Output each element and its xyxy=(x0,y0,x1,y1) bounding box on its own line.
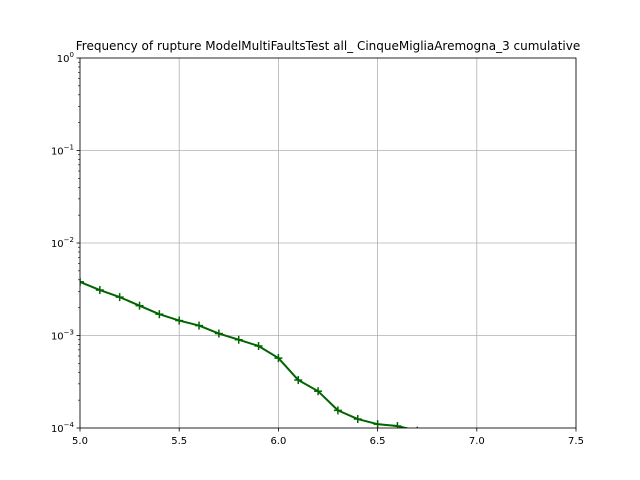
y-tick-base: 10 xyxy=(51,424,64,435)
y-tick-exponent: −3 xyxy=(64,329,74,337)
y-tick-exponent: −2 xyxy=(64,236,74,244)
data-point xyxy=(274,354,283,363)
y-tick-exponent: −4 xyxy=(64,421,75,429)
x-tick-label: 5.0 xyxy=(72,436,88,447)
data-point xyxy=(393,422,402,428)
y-tick-base: 10 xyxy=(51,239,64,250)
data-point xyxy=(314,387,323,396)
y-tick-label: 10−2 xyxy=(51,236,74,250)
y-tick-base: 10 xyxy=(51,332,64,343)
x-tick-label: 6.5 xyxy=(370,436,386,447)
y-tick-base: 10 xyxy=(57,54,70,65)
x-tick-label: 6.0 xyxy=(270,436,286,447)
data-point xyxy=(254,341,263,350)
y-tick-label: 10−4 xyxy=(51,421,75,435)
y-tick-label: 10−1 xyxy=(51,144,74,158)
series-line xyxy=(80,280,411,428)
data-point xyxy=(80,277,84,286)
x-axis: 5.0 5.5 6.0 6.5 7.0 7.5 xyxy=(72,428,584,447)
series-layer xyxy=(80,277,419,428)
data-point xyxy=(353,415,362,424)
y-tick-label: 100 xyxy=(57,51,74,65)
data-point xyxy=(95,286,104,295)
data-point xyxy=(234,335,243,344)
data-point xyxy=(175,316,184,325)
data-point xyxy=(214,329,223,338)
data-point xyxy=(115,293,124,302)
x-tick-label: 7.0 xyxy=(469,436,485,447)
data-point xyxy=(155,310,164,319)
chart-title: Frequency of rupture ModelMultiFaultsTes… xyxy=(76,39,581,53)
y-tick-base: 10 xyxy=(51,147,64,158)
y-tick-label: 10−3 xyxy=(51,329,74,343)
data-point xyxy=(294,376,303,385)
y-tick-exponent: 0 xyxy=(70,51,74,59)
x-tick-label: 5.5 xyxy=(171,436,187,447)
x-tick-label: 7.5 xyxy=(568,436,584,447)
y-tick-exponent: −1 xyxy=(64,144,74,152)
data-point xyxy=(195,321,204,330)
data-point xyxy=(135,301,144,310)
data-point xyxy=(373,420,382,428)
data-point xyxy=(333,406,342,415)
